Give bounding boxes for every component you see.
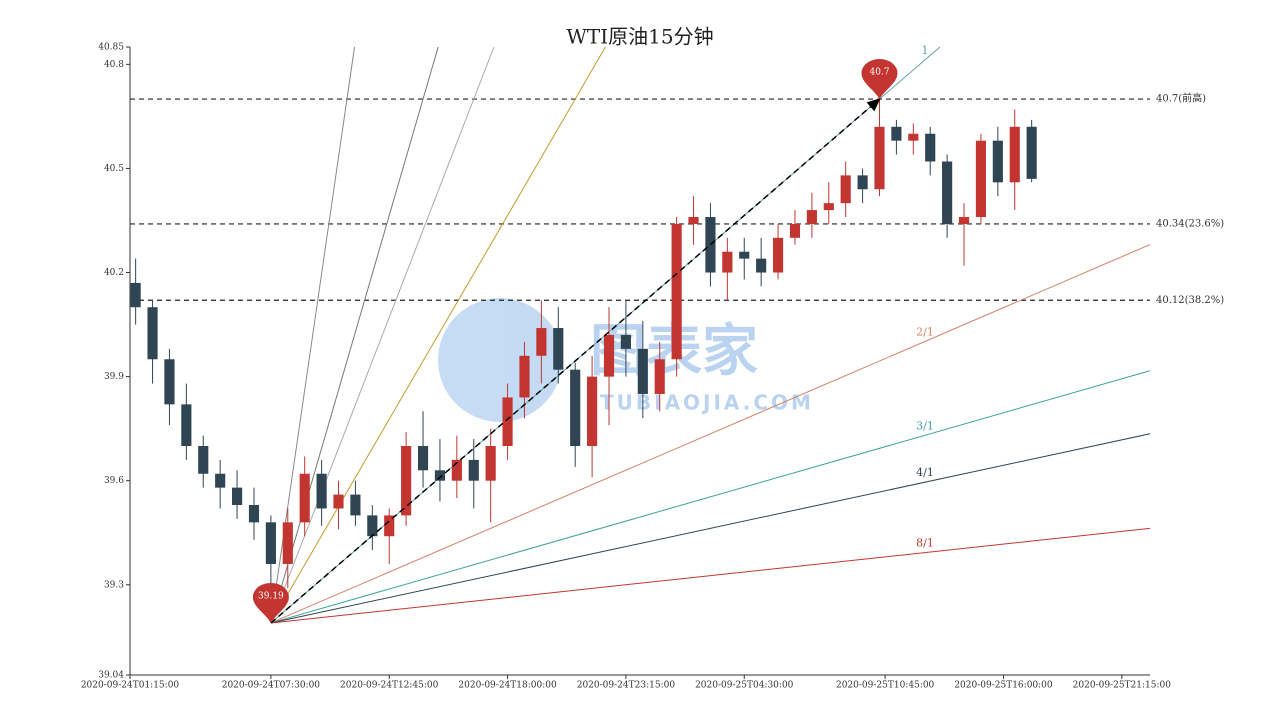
candle-body [992,140,1003,183]
candle-body [434,470,446,481]
candle-body [891,126,902,141]
x-tick-label: 2020-09-25T04:30:00 [695,681,794,691]
candle-body [620,334,631,349]
candle-body [350,494,361,516]
gann-line [270,244,1151,624]
candle-body [654,359,665,394]
x-tick-label: 2020-09-25T21:15:00 [1073,681,1172,691]
candle-body [603,334,615,377]
candle-body [265,522,276,564]
candle-body [164,359,175,405]
candle-body [671,223,682,360]
candle-body [806,210,817,224]
gann-line [270,433,1151,624]
candle-body [739,251,750,259]
candle-body [637,348,648,394]
candle-body [215,473,226,488]
y-tick-label: 40.5 [104,164,124,174]
watermark-logo [438,298,562,422]
candle-body [536,328,547,356]
candle-body [401,446,412,516]
candle-body [299,473,310,523]
candle-body [958,217,970,224]
gann-line [270,370,1151,624]
candle-body [147,307,158,360]
level-label: 40.7(前高) [1156,92,1206,105]
candle-body [367,515,378,537]
candle-body [1026,126,1037,179]
x-tick-label: 2020-09-24T18:00:00 [458,681,557,691]
candle-body [857,175,868,190]
candle-body [772,237,784,273]
gann-label: 3/1 [916,419,934,432]
watermark-subtext: TUBIAOJIA.COM [600,391,814,415]
x-tick-label: 2020-09-24T01:15:00 [81,681,180,691]
candle-body [181,404,192,447]
candle-body [587,376,598,447]
y-tick-label: 40.85 [98,43,124,53]
candle-body [485,446,496,481]
candle-body [1009,126,1020,183]
candle-body [282,522,293,564]
level-label: 40.12(38.2%) [1156,295,1224,306]
y-tick-label: 39.3 [104,580,124,590]
x-tick-label: 2020-09-24T12:45:00 [340,681,439,691]
candle-body [688,217,699,224]
chart-title: WTI原油15分钟 [566,25,713,49]
candle-body [975,140,987,218]
pin-marker [861,59,898,100]
y-tick-label: 40.8 [104,60,124,70]
candle-body [333,494,344,509]
candle-body [451,459,462,481]
gann-label: 2/1 [916,325,934,338]
gann-label: 1 [922,44,929,57]
y-tick-label: 39.9 [104,372,124,382]
gann-label: 4/1 [916,466,934,479]
candle-body [722,251,733,273]
y-tick-label: 40.2 [104,268,124,278]
candle-body [384,515,395,537]
candle-body [789,223,801,238]
candle-body [130,282,141,308]
candle-body [502,397,513,447]
gann-line [270,46,439,624]
candle-body [756,258,767,273]
x-tick-label: 2020-09-24T07:30:00 [222,681,321,691]
gann-label: 8/1 [916,537,934,550]
candle-body [705,217,716,273]
candle-body [468,459,479,481]
candle-body [874,126,885,190]
candle-body [417,446,429,471]
pin-label: 40.7 [869,68,889,78]
gann-line [270,527,1151,624]
candle-body [316,473,327,509]
candle-body [823,203,834,211]
candle-body [570,369,581,447]
y-tick-label: 39.04 [98,671,124,681]
candle-body [198,446,209,474]
candle-body [840,175,851,204]
y-tick-label: 39.6 [104,476,124,486]
candle-body [519,355,530,398]
candle-body [553,328,564,370]
gann-line [270,46,606,624]
candle-body [248,504,260,523]
x-tick-label: 2020-09-25T16:00:00 [954,681,1053,691]
candle-body [232,487,243,505]
candle-body [908,133,919,141]
trend-arrow [270,98,881,624]
candle-body [942,161,953,224]
level-label: 40.34(23.6%) [1156,218,1224,229]
pin-label: 39.19 [258,591,284,601]
x-tick-label: 2020-09-24T23:15:00 [577,681,676,691]
x-tick-label: 2020-09-25T10:45:00 [836,681,935,691]
gann-line [270,46,495,624]
pin-marker [252,582,289,623]
candle-body [925,133,936,162]
